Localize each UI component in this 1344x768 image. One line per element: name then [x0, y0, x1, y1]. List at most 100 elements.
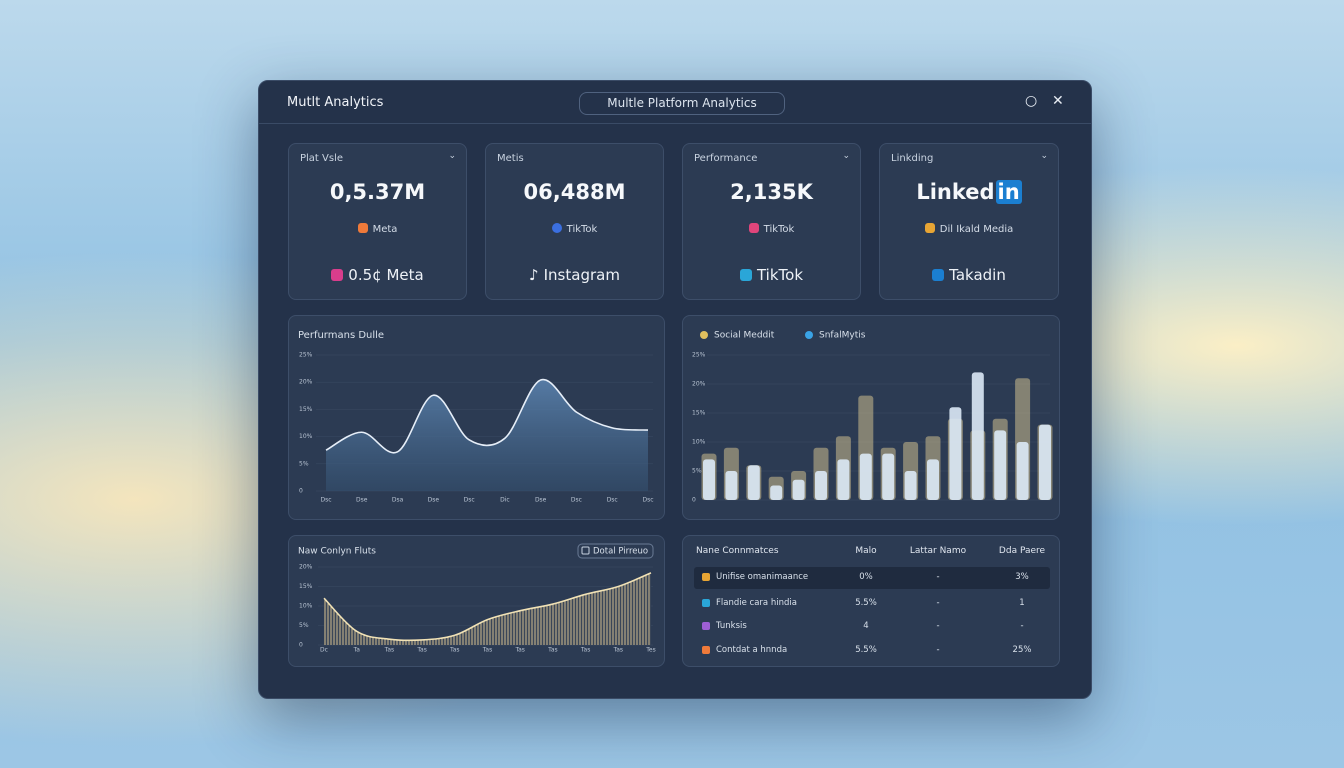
bar — [792, 479, 805, 500]
table-cell: - — [936, 598, 940, 608]
legend-label: Social Meddit — [714, 331, 775, 341]
bar — [994, 430, 1007, 500]
x-tick-label: Dsa — [392, 497, 404, 504]
row-dot — [702, 573, 710, 581]
table-cell: Flandie cara hindia — [716, 598, 797, 608]
card-footer: TikTok — [683, 266, 860, 284]
row-dot — [702, 646, 710, 654]
y-tick-label: 25% — [299, 352, 313, 359]
bar — [703, 459, 715, 500]
stat-card[interactable]: Metis 06,488M TikTok ♪ Instagram — [485, 143, 664, 300]
legend-label: SnfalMytis — [819, 331, 866, 341]
icon — [932, 269, 945, 281]
card-label: Performance — [694, 153, 758, 164]
x-tick-label: Tas — [384, 647, 394, 654]
badge: in — [995, 180, 1022, 204]
card-value: 06,488M — [523, 180, 626, 204]
card-value: Linked in — [880, 180, 1058, 204]
toggle-label: Dotal Pirreuo — [593, 547, 648, 557]
y-tick-label: 0 — [299, 488, 303, 495]
x-tick-label: Dc — [320, 647, 328, 654]
card-value: 0,5.37M — [329, 180, 426, 204]
footer-text: 0.5¢ Meta — [348, 266, 424, 284]
bar — [949, 407, 962, 500]
table-cell: Contdat a hnnda — [716, 645, 788, 655]
chevron[interactable]: ⌄ — [448, 151, 456, 161]
bar — [904, 471, 917, 500]
table-cell: - — [936, 621, 940, 631]
icon — [551, 223, 562, 233]
y-tick-label: 10% — [299, 603, 313, 610]
tab-label: Multle Platform Analytics — [607, 96, 757, 110]
close-button[interactable]: ✕ — [1052, 93, 1064, 109]
x-tick-label: Tes — [645, 647, 655, 654]
bar — [815, 471, 827, 500]
table-cell: 0% — [859, 572, 873, 582]
card-source: Meta — [289, 223, 466, 235]
source-text: Dil Ikald Media — [939, 224, 1014, 235]
y-tick-label: 20% — [692, 381, 706, 388]
x-tick-label: Tas — [547, 647, 557, 654]
table-panel — [682, 535, 1060, 667]
column-header: Dda Paere — [998, 546, 1046, 556]
checkbox[interactable] — [581, 546, 590, 555]
footer-text: Takadin — [949, 266, 1006, 284]
stat-card[interactable]: Linkding ⌄ Linked in Dil Ikald Media Takad… — [879, 143, 1059, 300]
footer-text: TikTok — [756, 266, 804, 284]
table-cell: 1 — [1019, 598, 1025, 608]
card-footer: ♪ Instagram — [486, 266, 663, 284]
row-highlight — [694, 567, 1050, 589]
source-text: Meta — [372, 224, 398, 235]
x-tick-label: Dse — [356, 497, 368, 504]
y-tick-label: 5% — [299, 460, 309, 467]
x-tick-label: Tas — [580, 647, 590, 654]
bar — [747, 465, 760, 500]
line — [323, 572, 652, 642]
x-tick-label: Dsc — [571, 497, 582, 504]
card-footer: 0.5¢ Meta — [289, 266, 466, 284]
y-tick-label: 15% — [299, 406, 313, 413]
table-cell: - — [1020, 621, 1024, 631]
y-tick-label: 20% — [299, 564, 313, 571]
card-source: Dil Ikald Media — [880, 223, 1058, 235]
x-tick-label: Dsc — [464, 497, 475, 504]
icon — [357, 223, 368, 233]
bar — [927, 459, 939, 500]
legend-swatch — [805, 331, 813, 339]
chevron[interactable]: ⌄ — [842, 151, 850, 161]
x-tick-label: Tas — [482, 647, 492, 654]
settings-button[interactable]: ○ — [1025, 93, 1038, 109]
stat-card[interactable]: Performance ⌄ 2,135K TikTok TikTok — [682, 143, 861, 300]
y-tick-label: 25% — [692, 352, 706, 359]
icon — [924, 223, 935, 233]
footer-text: Instagram — [543, 266, 620, 284]
table-cell: 3% — [1015, 572, 1029, 582]
x-tick-label: Dsc — [642, 497, 653, 504]
stat-card[interactable]: Plat Vsle ⌄ 0,5.37M Meta 0.5¢ Meta — [288, 143, 467, 300]
y-tick-label: 5% — [299, 622, 309, 629]
card-label: Linkding — [891, 153, 934, 164]
bar — [1016, 442, 1029, 500]
bar — [1039, 424, 1051, 500]
toggle[interactable] — [577, 543, 654, 559]
y-tick-label: 0 — [692, 497, 696, 504]
y-tick-label: 15% — [299, 583, 313, 590]
chevron[interactable]: ⌄ — [1040, 151, 1048, 161]
icon — [331, 269, 344, 281]
column-header: Nane Connmatces — [696, 546, 779, 556]
x-tick-label: Dsc — [607, 497, 618, 504]
table-cell: 5.5% — [855, 645, 877, 655]
y-tick-label: 0 — [299, 642, 303, 649]
area-fill — [324, 572, 651, 645]
icon — [739, 269, 752, 281]
x-tick-label: Dsc — [320, 497, 331, 504]
x-tick-label: Tas — [514, 647, 524, 654]
y-tick-label: 10% — [299, 433, 313, 440]
row-dot — [702, 622, 710, 630]
source-text: TikTok — [566, 224, 598, 235]
tab[interactable]: Multle Platform Analytics — [579, 92, 785, 115]
icon: ♪ — [529, 266, 539, 284]
